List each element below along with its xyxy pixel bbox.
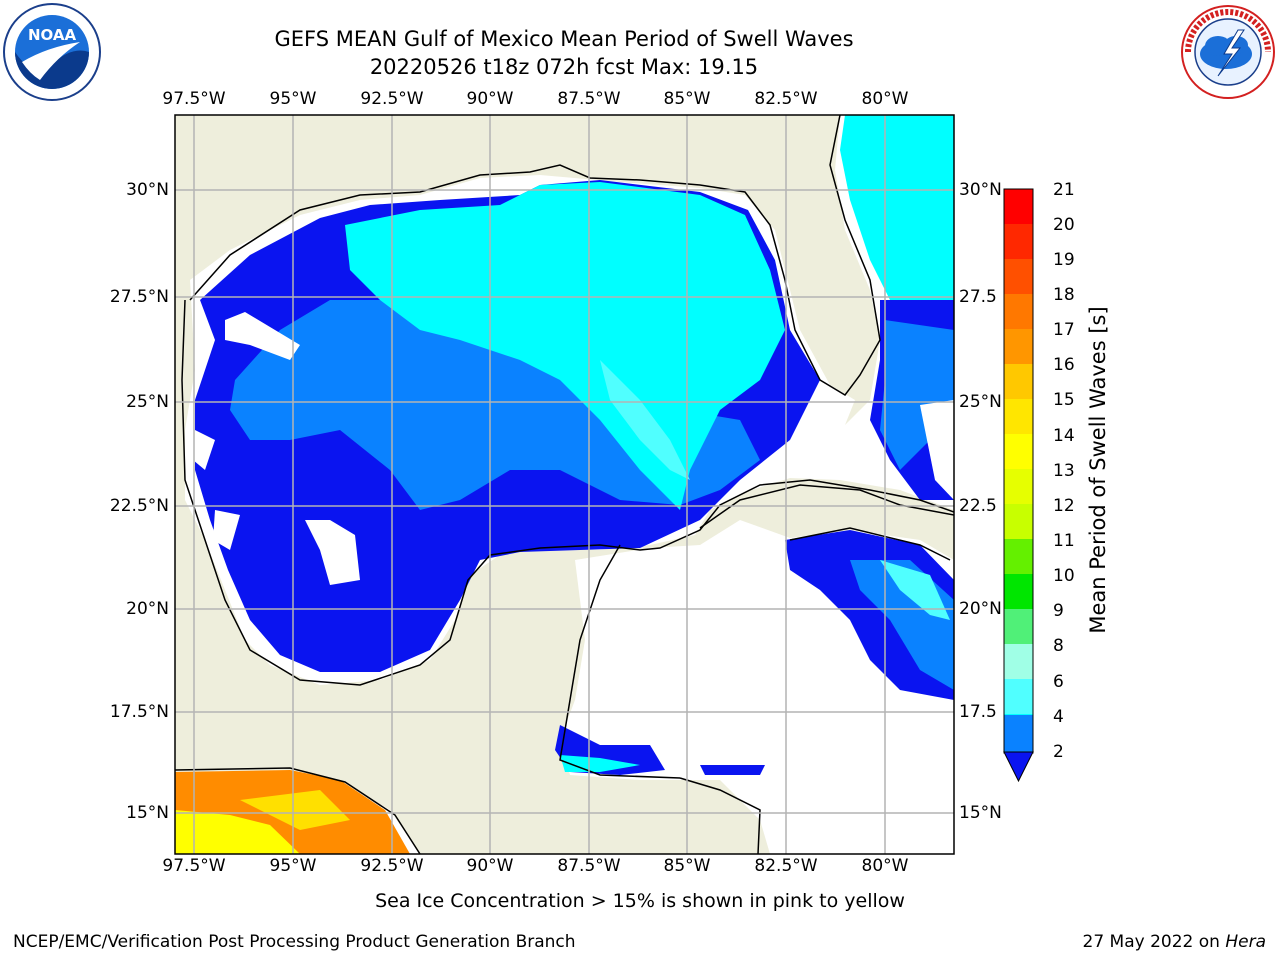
lat-label-right: 17.5 [959, 702, 997, 722]
map-frame [174, 114, 955, 855]
lat-label-right: 22.5 [959, 496, 997, 516]
lon-label-bottom: 87.5°W [557, 856, 621, 876]
ice-yellow [175, 810, 300, 854]
field-honduras-east [700, 765, 765, 775]
lon-label-bottom: 95°W [269, 856, 317, 876]
field-atlantic-cyan [840, 115, 954, 300]
nws-logo [1181, 5, 1275, 99]
colorbar-tick: 2 [1053, 742, 1064, 762]
lon-label-top: 90°W [466, 89, 514, 109]
lon-label-bottom: 97.5°W [162, 856, 226, 876]
coastline-gulf [189, 115, 881, 396]
colorbar-tick: 11 [1053, 531, 1075, 551]
lon-label-top: 80°W [861, 89, 909, 109]
field-caribbean-cyan [880, 560, 950, 620]
lon-label-bottom: 82.5°W [754, 856, 818, 876]
lat-label-left: 20°N [126, 599, 169, 619]
sea-ice-note: Sea Ice Concentration > 15% is shown in … [375, 890, 905, 912]
lon-label-top: 95°W [269, 89, 317, 109]
lat-label-left: 17.5°N [109, 702, 169, 722]
lat-label-right: 15°N [959, 803, 1002, 823]
lat-label-left: 15°N [126, 803, 169, 823]
lat-label-left: 25°N [126, 392, 169, 412]
credit-left: NCEP/EMC/Verification Post Processing Pr… [13, 932, 576, 952]
lat-label-left: 30°N [126, 180, 169, 200]
ice-light-yellow [240, 790, 350, 830]
colorbar-tick: 21 [1053, 180, 1075, 200]
coastline-yucatan-east [559, 544, 681, 779]
colorbar-tick: 8 [1053, 636, 1064, 656]
field-8-9s [600, 360, 690, 480]
coastline-honduras [679, 777, 761, 854]
colorbar-tick: 4 [1053, 707, 1064, 727]
lon-label-top: 92.5°W [360, 89, 424, 109]
credit-right: 27 May 2022 on Hera [1083, 932, 1267, 952]
chart-subtitle: 20220526 t18z 072h fcst Max: 19.15 [369, 55, 759, 79]
credit-host: Hera [1225, 932, 1266, 952]
colorbar-tick: 12 [1053, 496, 1075, 516]
lon-label-top: 97.5°W [162, 89, 226, 109]
lon-label-bottom: 92.5°W [360, 856, 424, 876]
colorbar [1003, 188, 1034, 754]
colorbar-tick: 10 [1053, 566, 1075, 586]
noaa-logo-text: NOAA [28, 26, 77, 44]
coastline-pacific [175, 767, 421, 854]
colorbar-tick: 13 [1053, 461, 1075, 481]
lat-label-left: 22.5°N [109, 496, 169, 516]
lat-label-left: 27.5°N [109, 287, 169, 307]
graticule [175, 115, 954, 854]
lat-label-right: 30°N [959, 180, 1002, 200]
colorbar-tick: 15 [1053, 390, 1075, 410]
lon-label-bottom: 85°W [663, 856, 711, 876]
lon-label-top: 87.5°W [557, 89, 621, 109]
field-atlantic-mid [880, 320, 954, 470]
colorbar-tick: 20 [1053, 215, 1075, 235]
lon-label-top: 82.5°W [754, 89, 818, 109]
credit-date: 27 May 2022 on [1082, 932, 1226, 952]
colorbar-label: Mean Period of Swell Waves [s] [1086, 306, 1110, 634]
field-4-6s [230, 300, 760, 510]
lon-label-bottom: 80°W [861, 856, 909, 876]
lat-label-right: 20°N [959, 599, 1002, 619]
lat-label-right: 25°N [959, 392, 1002, 412]
colorbar-tick: 9 [1053, 601, 1064, 621]
lon-label-top: 85°W [663, 89, 711, 109]
colorbar-tick: 14 [1053, 426, 1075, 446]
colorbar-extension [1003, 715, 1034, 783]
lat-label-right: 27.5 [959, 287, 997, 307]
colorbar-tick: 18 [1053, 285, 1075, 305]
colorbar-tick: 6 [1053, 672, 1064, 692]
colorbar-tick: 17 [1053, 320, 1075, 340]
field-6-8s [345, 182, 785, 510]
lon-label-bottom: 90°W [466, 856, 514, 876]
colorbar-tick: 16 [1053, 355, 1075, 375]
chart-title: GEFS MEAN Gulf of Mexico Mean Period of … [274, 27, 854, 51]
colorbar-tick: 19 [1053, 250, 1075, 270]
noaa-logo: NOAA [3, 3, 101, 101]
